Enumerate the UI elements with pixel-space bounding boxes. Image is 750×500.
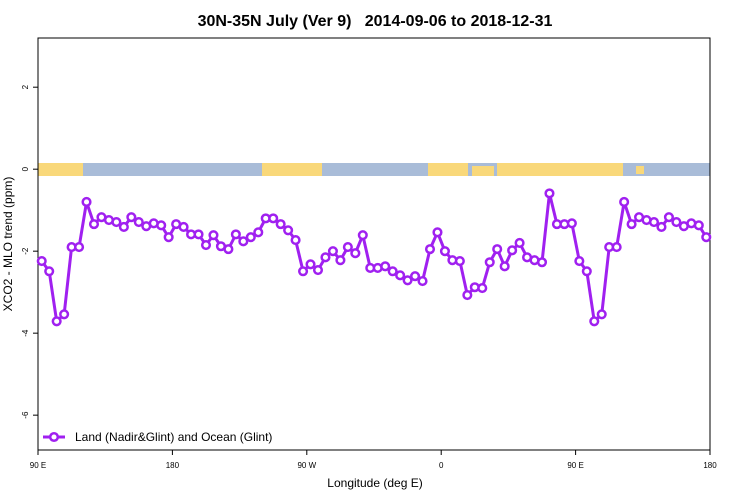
data-point: [74, 242, 85, 253]
land-band: [472, 166, 494, 176]
data-point: [648, 217, 660, 228]
data-point: [312, 264, 324, 276]
data-point: [663, 212, 674, 223]
data-point: [327, 246, 338, 257]
data-point: [574, 255, 585, 267]
data-point: [36, 255, 47, 267]
x-tick-label: 90 W: [297, 461, 316, 470]
data-point: [544, 188, 555, 199]
data-point: [619, 196, 630, 208]
data-point: [387, 266, 398, 277]
data-point: [350, 248, 361, 259]
series-line: [40, 191, 708, 323]
y-tick-label: 2: [21, 84, 30, 89]
data-point: [596, 309, 607, 320]
data-point: [417, 276, 428, 287]
data-point: [81, 196, 92, 208]
land-band: [428, 163, 468, 176]
data-point: [290, 235, 301, 246]
data-point: [477, 283, 488, 294]
data-point: [514, 237, 525, 249]
data-point: [693, 220, 704, 231]
data-point: [626, 219, 637, 230]
data-point: [156, 220, 167, 231]
data-point: [410, 271, 421, 282]
data-point: [268, 213, 279, 224]
data-point: [335, 255, 346, 266]
x-tick-label: 90 E: [30, 461, 46, 470]
legend-marker: [48, 431, 60, 443]
data-point: [118, 221, 129, 233]
data-point: [283, 225, 294, 236]
data-point: [536, 257, 548, 268]
chart-title: 30N-35N July (Ver 9) 2014-09-06 to 2018-…: [198, 13, 553, 30]
data-point: [59, 309, 70, 320]
x-tick-label: 90 E: [567, 461, 583, 470]
data-point: [492, 244, 503, 255]
data-point: [357, 230, 368, 241]
data-point: [111, 217, 122, 228]
data-point: [380, 261, 391, 272]
y-tick-label: 0: [21, 166, 30, 171]
land-band: [262, 163, 322, 176]
data-point: [223, 244, 234, 255]
land-band: [38, 163, 83, 176]
data-point: [589, 316, 600, 327]
data-point: [395, 270, 406, 281]
data-point: [88, 219, 100, 230]
plot-frame: [37, 37, 711, 451]
data-point: [298, 266, 309, 277]
data-point: [424, 244, 436, 255]
land-band: [497, 163, 623, 176]
data-point: [126, 212, 137, 223]
data-point: [671, 217, 682, 228]
data-point: [581, 266, 592, 277]
data-point: [178, 221, 189, 233]
data-point: [51, 316, 62, 327]
x-tick-label: 180: [166, 461, 180, 470]
data-point: [701, 232, 712, 243]
x-axis-label: Longitude (deg E): [327, 476, 422, 490]
data-point: [656, 221, 667, 233]
data-point: [320, 252, 331, 263]
y-tick-label: -4: [21, 329, 30, 337]
data-point: [342, 242, 353, 253]
data-point: [245, 232, 256, 243]
data-point: [193, 229, 204, 240]
legend-label: Land (Nadir&Glint) and Ocean (Glint): [75, 430, 272, 444]
data-point: [208, 230, 219, 241]
y-tick-label: -2: [21, 247, 30, 255]
data-point: [499, 261, 510, 272]
data-point: [163, 232, 174, 243]
data-point: [200, 239, 212, 251]
data-point: [611, 242, 622, 253]
data-point: [230, 229, 241, 240]
data-point: [275, 219, 286, 230]
data-point: [432, 227, 443, 238]
land-ocean-mask: [38, 163, 710, 176]
y-axis-label: XCO2 - MLO trend (ppm): [1, 177, 15, 312]
data-point: [484, 257, 495, 268]
data-point: [439, 246, 450, 257]
data-point: [238, 236, 249, 247]
x-tick-label: 180: [703, 461, 717, 470]
data-point: [454, 255, 465, 267]
data-point: [44, 266, 55, 277]
data-point: [462, 289, 473, 301]
data-point: [253, 227, 264, 238]
data-point: [402, 275, 413, 286]
land-band: [636, 166, 644, 174]
data-point: [305, 259, 316, 270]
data-point: [566, 218, 577, 229]
x-tick-label: 0: [439, 461, 444, 470]
y-tick-label: -6: [21, 411, 30, 419]
data-point: [507, 245, 518, 256]
data-point: [133, 217, 144, 228]
